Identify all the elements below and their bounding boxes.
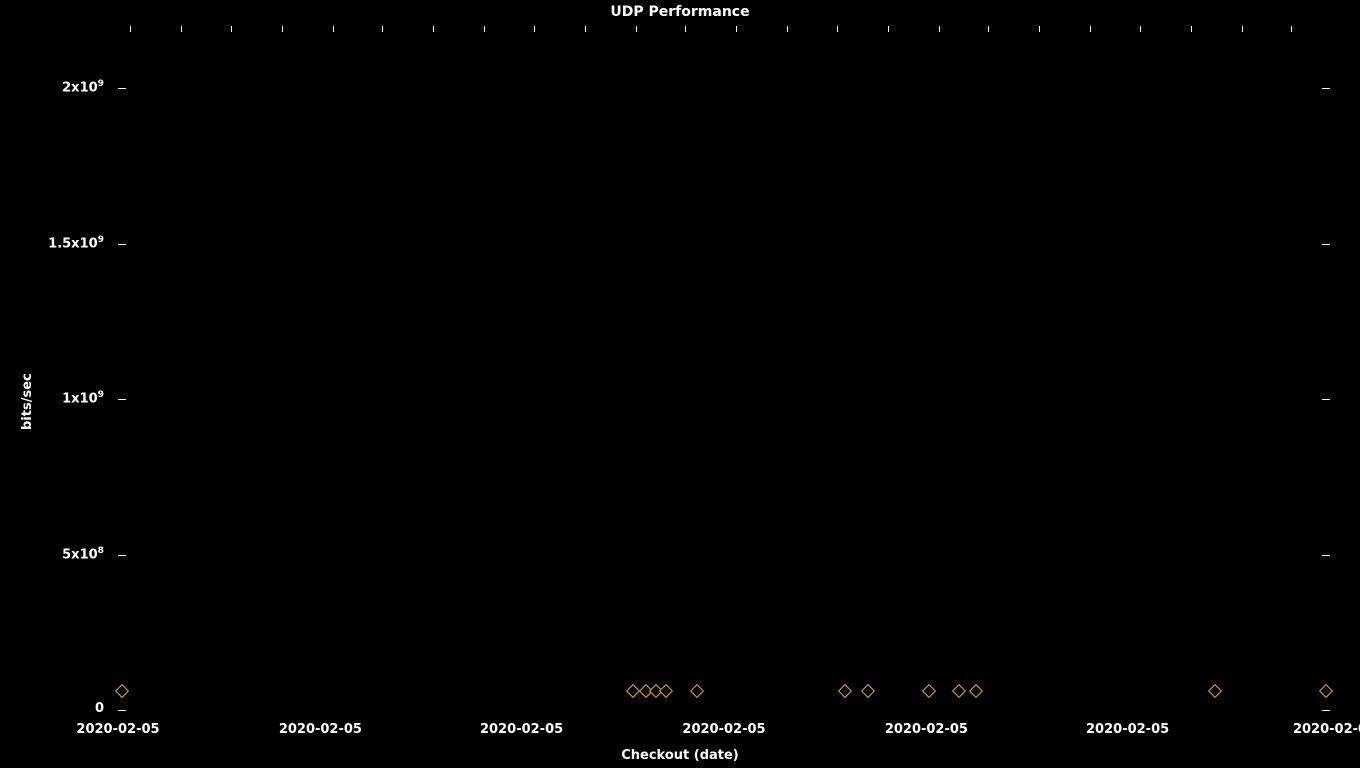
data-point [690, 684, 704, 698]
data-point [969, 684, 983, 698]
x-tick-label: 2020-02-05 [682, 722, 765, 737]
x-tick-label: 2020-02-0 [1293, 722, 1360, 737]
data-point [952, 684, 966, 698]
y-tick-label: 0 [95, 701, 104, 716]
data-point [115, 684, 129, 698]
x-axis-label: Checkout (date) [0, 748, 1360, 763]
plot-area [118, 26, 1330, 710]
data-point [1208, 684, 1222, 698]
x-tick-label: 2020-02-05 [279, 722, 362, 737]
data-point [922, 684, 936, 698]
chart-title: UDP Performance [0, 4, 1360, 20]
data-point [861, 684, 875, 698]
data-point [659, 684, 673, 698]
data-point [838, 684, 852, 698]
udp-performance-chart: UDP Performance bits/sec Checkout (date)… [0, 0, 1360, 768]
data-point [626, 684, 640, 698]
x-tick-label: 2020-02-05 [480, 722, 563, 737]
y-tick-label: 5x108 [62, 546, 104, 562]
x-tick-label: 2020-02-05 [1086, 722, 1169, 737]
y-tick-label: 1.5x109 [48, 235, 104, 251]
y-tick-label: 2x109 [62, 79, 104, 95]
y-tick-label: 1x109 [62, 390, 104, 406]
data-point [1319, 684, 1333, 698]
y-tick-mark [1322, 710, 1330, 711]
x-tick-label: 2020-02-05 [885, 722, 968, 737]
y-axis-label: bits/sec [20, 373, 35, 430]
y-tick-mark [118, 710, 126, 711]
x-tick-label: 2020-02-05 [76, 722, 159, 737]
